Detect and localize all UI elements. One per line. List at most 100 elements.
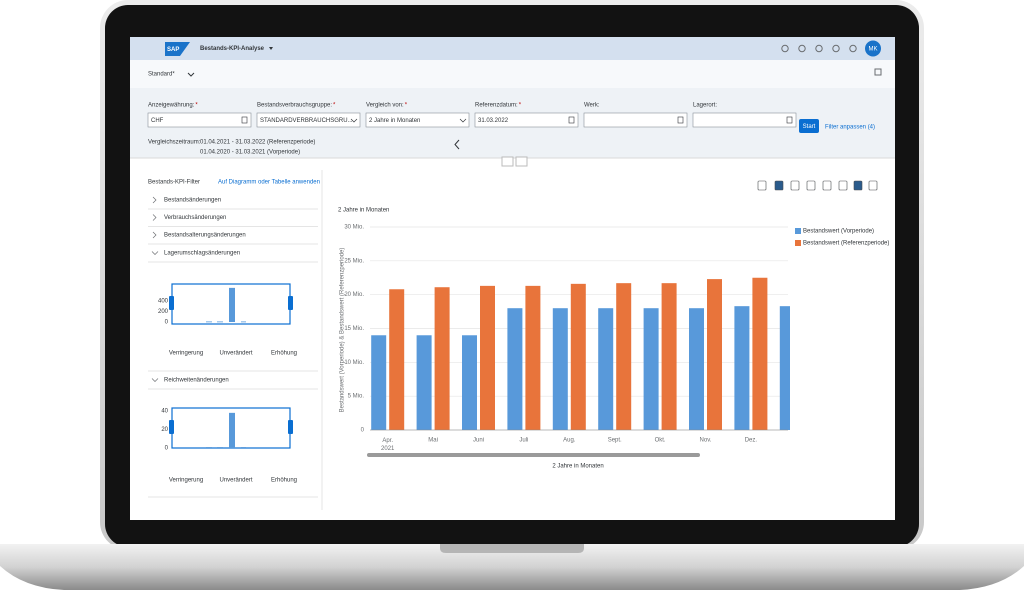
range-handle[interactable] [169,420,174,434]
header-bar [130,60,895,88]
mini-bar [217,447,223,448]
toolbar-icon[interactable] [822,180,832,191]
range-handle[interactable] [288,420,293,434]
notch [440,544,584,553]
mini-tick-label: 20 [161,427,168,433]
mini-category: Verringerung [169,478,203,484]
scrollbar[interactable] [367,453,700,457]
variant-menu [187,72,195,77]
bar [525,285,541,430]
shell-icon[interactable] [781,44,789,53]
legend-swatch [795,228,801,234]
share-icon[interactable] [874,68,882,76]
shell-icon[interactable] [798,44,806,53]
bar [661,283,677,430]
filter-label: Anzeigewährung: [148,103,195,109]
pin-button[interactable] [515,156,528,167]
filter-value: STANDARDVERBRAUCHSGRU... [260,118,353,124]
bar [643,308,659,430]
value-help-icon [786,116,793,124]
range-handle[interactable] [169,296,174,310]
y-tick-label: 10 Mio. [344,360,364,366]
variant-name[interactable]: Standard* [148,72,175,78]
filter-item[interactable]: Verbrauchsänderungen [164,215,226,221]
apply-link[interactable]: Auf Diagramm oder Tabelle anwenden [218,180,320,186]
x-axis-label: 2 Jahre in Monaten [552,464,603,470]
dropdown-icon [350,118,358,123]
bar [389,289,405,430]
filter-input[interactable] [692,112,797,128]
toolbar-icon[interactable] [757,180,767,191]
mini-bar [229,287,235,322]
mini-tick-label: 400 [158,299,169,305]
filter-input[interactable] [147,112,252,128]
filter-item[interactable]: Lagerumschlagsänderungen [164,251,240,257]
expand-icon[interactable] [152,231,157,239]
x-tick-label: Okt. [655,438,666,444]
start-button[interactable] [799,119,819,133]
y-tick-label: 30 Mio. [344,225,364,231]
app-title: Bestands-KPI-Analyse [200,46,265,52]
collapse-button[interactable] [501,156,514,167]
mini-tick-label: 40 [161,409,168,415]
filter-item[interactable]: Reichweitenänderungen [164,378,229,384]
toolbar-icon[interactable] [790,180,800,191]
x-tick-label: Juni [473,438,484,444]
filter-input[interactable] [256,112,361,128]
bar [480,285,495,430]
mini-category: Erhöhung [271,478,297,484]
mini-tick-label: 0 [165,446,169,452]
adapt-filters[interactable]: Filter anpassen (4) [825,125,875,131]
filter-item[interactable]: Bestandsalterungsänderungen [164,233,246,239]
y-tick-label: 15 Mio. [344,326,364,332]
mini-bar [241,321,246,323]
filter-value: 2 Jahre in Monaten [369,118,420,124]
filter-label: Vergleich von: [366,103,404,109]
shell-bar [130,37,895,60]
filter-input[interactable] [474,112,579,128]
comparison-period: 01.04.2020 - 31.03.2021 (Vorperiode) [200,150,300,156]
avatar[interactable] [865,40,881,57]
bar [434,287,450,430]
range-handle[interactable] [288,296,293,310]
bar [734,306,750,430]
mini-category: Unverändert [219,351,252,357]
filter-label: Bestandsverbrauchsgruppe: [257,103,332,109]
chart-title: 2 Jahre in Monaten [338,208,389,214]
expand-icon[interactable] [152,196,157,204]
toolbar-icon[interactable] [838,180,848,191]
y-tick-label: 5 Mio. [348,394,365,400]
bar [598,308,614,430]
avatar-initials: MK [869,47,878,53]
expand-icon[interactable] [151,251,159,255]
filter-input[interactable] [365,112,470,128]
dropdown-icon [459,118,467,123]
shell-icon[interactable] [849,44,857,53]
expand-icon[interactable] [152,214,157,221]
mini-bar [241,447,246,448]
mini-bar [229,412,235,448]
bar [462,335,477,430]
mini-tick-label: 0 [165,320,169,326]
expand-icon[interactable] [151,378,159,382]
start-label: Start [803,124,816,130]
sap-logo: SAP [167,47,179,53]
sap-logo-shape [165,42,190,56]
laptop-base [0,544,1024,590]
filter-item[interactable]: Bestandsänderungen [164,198,221,204]
bar [707,279,722,430]
back-button[interactable] [454,139,460,150]
value-help-icon [677,116,684,124]
bar [552,308,568,430]
title-menu[interactable] [269,47,273,50]
shell-icon[interactable] [832,44,840,53]
comparison-period: 01.04.2021 - 31.03.2022 (Referenzperiode… [200,140,315,146]
toolbar-icon[interactable] [806,180,816,191]
toolbar-icon[interactable] [774,180,784,191]
toolbar-icon[interactable] [853,180,863,191]
x-tick-label: Juli [519,438,528,444]
filter-input[interactable] [583,112,688,128]
toolbar-icon[interactable] [868,180,878,191]
shell-icon[interactable] [815,44,823,53]
